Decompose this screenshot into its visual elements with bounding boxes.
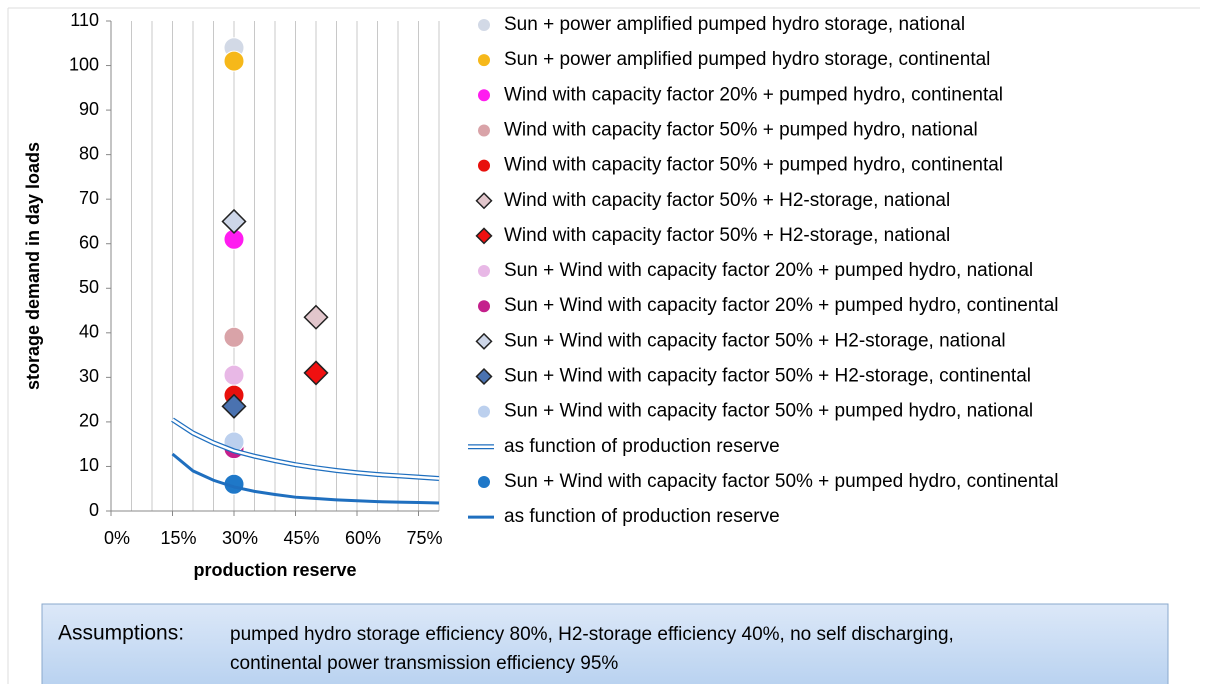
point xyxy=(221,393,247,419)
x-tick-label: 75% xyxy=(406,528,442,548)
y-tick-label: 110 xyxy=(70,10,99,30)
legend-label: Wind with capacity factor 50% + pumped h… xyxy=(504,119,978,140)
point xyxy=(221,208,247,235)
x-tick-label: 30% xyxy=(222,528,258,548)
legend-swatch xyxy=(477,404,491,419)
x-tick-label: 45% xyxy=(283,528,319,548)
point xyxy=(303,360,329,386)
legend-swatch xyxy=(475,192,493,210)
legend-label: Wind with capacity factor 20% + pumped h… xyxy=(504,84,1003,105)
legend-label: as function of production reserve xyxy=(504,506,780,527)
y-tick-label: 80 xyxy=(79,143,99,163)
line-outline xyxy=(171,417,440,481)
y-tick-label: 100 xyxy=(69,54,99,74)
y-tick-label: 90 xyxy=(79,99,99,119)
legend-label: Sun + power amplified pumped hydro stora… xyxy=(504,49,990,70)
x-axis-label: production reserve xyxy=(193,560,356,580)
x-tick-label: 15% xyxy=(160,528,196,548)
point xyxy=(223,326,245,348)
assumptions-label: Assumptions: xyxy=(58,622,184,645)
legend-label: Sun + Wind with capacity factor 50% + pu… xyxy=(504,401,1033,422)
y-axis-label: storage demand in day loads xyxy=(23,142,43,390)
legend-label: Sun + power amplified pumped hydro stora… xyxy=(504,14,965,35)
y-tick-label: 50 xyxy=(79,277,99,297)
point xyxy=(223,364,245,386)
legend-swatch xyxy=(477,18,491,32)
y-tick-label: 70 xyxy=(79,188,99,208)
y-tick-label: 0 xyxy=(89,500,99,520)
legend-label: Sun + Wind with capacity factor 50% + pu… xyxy=(504,471,1058,492)
assumptions-box xyxy=(41,603,1169,684)
y-tick-label: 60 xyxy=(79,232,99,252)
legend-label: Wind with capacity factor 50% + H2-stora… xyxy=(504,225,950,246)
legend-label: Sun + Wind with capacity factor 50% + H2… xyxy=(504,330,1006,351)
legend-swatch xyxy=(477,264,491,279)
legend-swatch xyxy=(475,227,493,245)
legend-swatch xyxy=(477,158,491,173)
legend-label: Wind with capacity factor 50% + H2-stora… xyxy=(504,190,950,211)
x-tick-label: 0% xyxy=(104,528,130,548)
y-tick-label: 30 xyxy=(79,366,99,386)
assumptions-line: continental power transmission efficienc… xyxy=(230,653,618,674)
legend-swatch xyxy=(477,299,491,314)
y-tick-label: 20 xyxy=(79,411,99,431)
line xyxy=(171,418,440,480)
legend-swatch xyxy=(475,332,493,350)
y-tick-label: 10 xyxy=(79,455,99,475)
legend-label: Sun + Wind with capacity factor 50% + H2… xyxy=(504,366,1031,387)
legend-swatch xyxy=(477,474,491,489)
legend-swatch xyxy=(477,123,491,138)
legend-label: as function of production reserve xyxy=(504,436,780,457)
legend-swatch xyxy=(477,88,491,103)
point xyxy=(303,304,329,330)
line xyxy=(171,452,440,505)
y-tick-label: 40 xyxy=(79,322,99,342)
assumptions-line: pumped hydro storage efficiency 80%, H2-… xyxy=(230,624,954,645)
legend-label: Wind with capacity factor 50% + pumped h… xyxy=(504,155,1003,176)
legend-label: Sun + Wind with capacity factor 20% + pu… xyxy=(504,295,1058,316)
legend-label: Sun + Wind with capacity factor 20% + pu… xyxy=(504,260,1033,281)
point xyxy=(223,50,245,72)
x-tick-label: 60% xyxy=(345,528,381,548)
legend-swatch xyxy=(475,367,493,386)
legend-swatch xyxy=(477,53,491,68)
